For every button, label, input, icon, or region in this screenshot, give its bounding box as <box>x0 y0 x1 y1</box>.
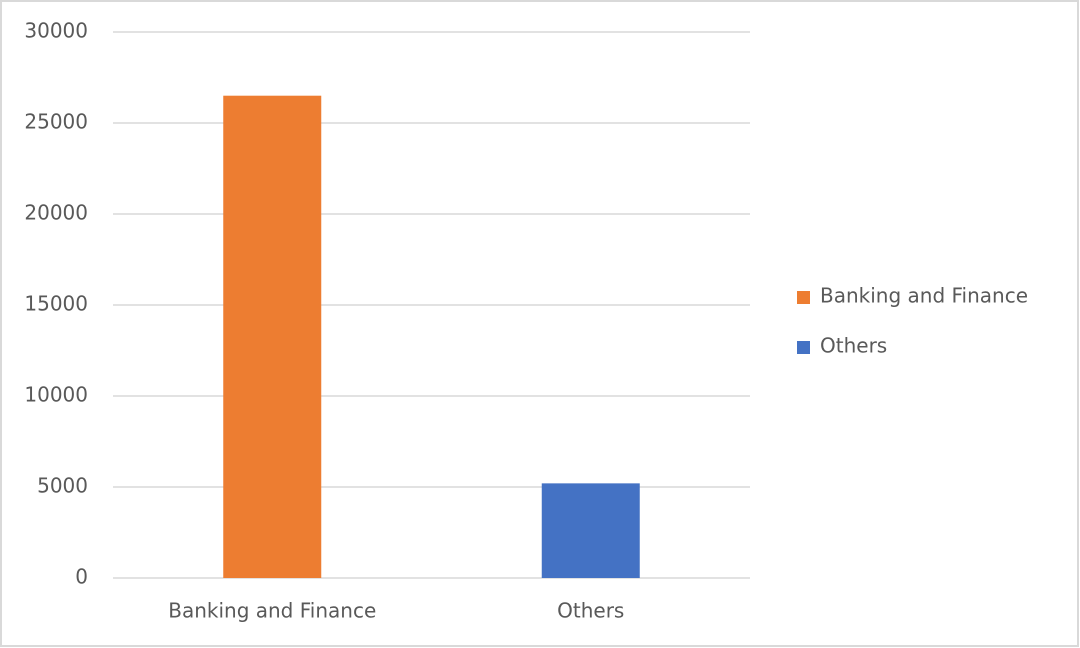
x-tick-label: Others <box>557 599 624 623</box>
y-tick-label: 15000 <box>24 292 88 316</box>
legend-label: Banking and Finance <box>820 284 1028 308</box>
y-tick-label: 20000 <box>24 201 88 225</box>
y-tick-label: 10000 <box>24 383 88 407</box>
y-tick-label: 0 <box>75 565 88 589</box>
y-tick-label: 30000 <box>24 19 88 43</box>
legend-swatch <box>797 291 810 304</box>
y-tick-label: 5000 <box>37 474 88 498</box>
bar <box>223 95 322 578</box>
y-tick-label: 25000 <box>24 110 88 134</box>
bar <box>541 483 640 578</box>
x-tick-label: Banking and Finance <box>168 599 376 623</box>
legend-label: Others <box>820 334 887 358</box>
legend-swatch <box>797 341 810 354</box>
